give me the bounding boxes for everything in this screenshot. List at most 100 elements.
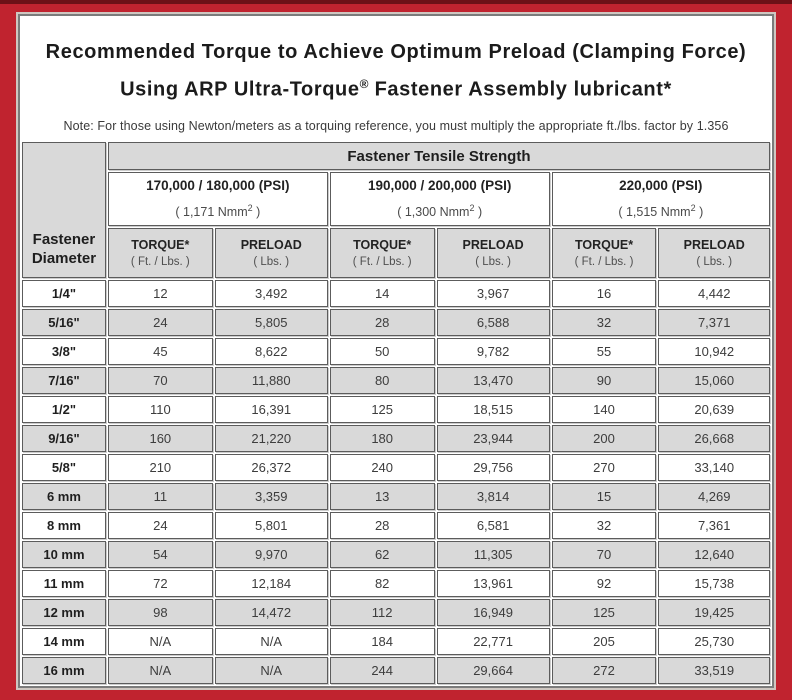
value-cell: 6,588 bbox=[436, 309, 550, 336]
value-cell: 112 bbox=[329, 599, 435, 626]
strength-column-190-200: 190,000 / 200,000 (PSI) ( 1,300 Nmm2 ) bbox=[329, 172, 550, 226]
value-cell: 92 bbox=[551, 570, 657, 597]
value-cell: 16 bbox=[551, 280, 657, 307]
diameter-cell: 5/16" bbox=[22, 309, 106, 336]
table-row: 5/16" 24 5,805 28 6,588 32 7,371 bbox=[22, 309, 770, 336]
table-row: 12 mm 98 14,472 112 16,949 125 19,425 bbox=[22, 599, 770, 626]
diameter-cell: 1/4" bbox=[22, 280, 106, 307]
strength-column-220: 220,000 (PSI) ( 1,515 Nmm2 ) bbox=[551, 172, 770, 226]
value-cell: 19,425 bbox=[658, 599, 770, 626]
diameter-cell: 14 mm bbox=[22, 628, 106, 655]
diameter-cell: 6 mm bbox=[22, 483, 106, 510]
value-cell: 9,782 bbox=[436, 338, 550, 365]
value-cell: N/A bbox=[214, 657, 328, 684]
diameter-cell: 1/2" bbox=[22, 396, 106, 423]
value-cell: 33,140 bbox=[658, 454, 770, 481]
strength-column-170-180: 170,000 / 180,000 (PSI) ( 1,171 Nmm2 ) bbox=[107, 172, 328, 226]
table-body: 1/4" 12 3,492 14 3,967 16 4,442 5/16" 24 5,805 28 6… bbox=[22, 280, 770, 684]
diameter-cell: 7/16" bbox=[22, 367, 106, 394]
value-cell: 4,442 bbox=[658, 280, 770, 307]
value-cell: 7,361 bbox=[658, 512, 770, 539]
table-row: 9/16" 160 21,220 180 23,944 200 26,668 bbox=[22, 425, 770, 452]
value-cell: 29,756 bbox=[436, 454, 550, 481]
page-title: Recommended Torque to Achieve Optimum Pr… bbox=[20, 36, 772, 106]
diameter-cell: 8 mm bbox=[22, 512, 106, 539]
value-cell: N/A bbox=[214, 628, 328, 655]
value-cell: 160 bbox=[107, 425, 213, 452]
value-cell: 32 bbox=[551, 309, 657, 336]
value-cell: 98 bbox=[107, 599, 213, 626]
value-cell: 25,730 bbox=[658, 628, 770, 655]
value-cell: 13,470 bbox=[436, 367, 550, 394]
value-cell: 28 bbox=[329, 309, 435, 336]
value-cell: 45 bbox=[107, 338, 213, 365]
value-cell: 82 bbox=[329, 570, 435, 597]
value-cell: 12,640 bbox=[658, 541, 770, 568]
diameter-cell: 9/16" bbox=[22, 425, 106, 452]
table-row: 11 mm 72 12,184 82 13,961 92 15,738 bbox=[22, 570, 770, 597]
value-cell: 55 bbox=[551, 338, 657, 365]
group-header-tensile-strength: Fastener Tensile Strength bbox=[107, 142, 770, 170]
value-cell: 12 bbox=[107, 280, 213, 307]
diameter-cell: 11 mm bbox=[22, 570, 106, 597]
value-cell: 270 bbox=[551, 454, 657, 481]
diameter-cell: 16 mm bbox=[22, 657, 106, 684]
value-cell: 16,391 bbox=[214, 396, 328, 423]
value-cell: 11,305 bbox=[436, 541, 550, 568]
torque-header-2: TORQUE* ( Ft. / Lbs. ) bbox=[329, 228, 435, 278]
value-cell: 13 bbox=[329, 483, 435, 510]
registered-trademark-symbol: ® bbox=[359, 77, 369, 91]
title-line-1: Recommended Torque to Achieve Optimum Pr… bbox=[45, 41, 747, 63]
value-cell: 210 bbox=[107, 454, 213, 481]
value-cell: 3,967 bbox=[436, 280, 550, 307]
value-cell: 54 bbox=[107, 541, 213, 568]
value-cell: 70 bbox=[107, 367, 213, 394]
value-cell: 7,371 bbox=[658, 309, 770, 336]
value-cell: 10,942 bbox=[658, 338, 770, 365]
value-cell: N/A bbox=[107, 657, 213, 684]
value-cell: 22,771 bbox=[436, 628, 550, 655]
corner-header-fastener-diameter: Fastener Diameter bbox=[22, 142, 106, 278]
value-cell: 110 bbox=[107, 396, 213, 423]
value-cell: 24 bbox=[107, 309, 213, 336]
diameter-cell: 12 mm bbox=[22, 599, 106, 626]
value-cell: 180 bbox=[329, 425, 435, 452]
value-cell: 14,472 bbox=[214, 599, 328, 626]
title-line-2: Using ARP Ultra-Torque® Fastener Assembl… bbox=[120, 77, 672, 101]
value-cell: 9,970 bbox=[214, 541, 328, 568]
value-cell: 33,519 bbox=[658, 657, 770, 684]
value-cell: 184 bbox=[329, 628, 435, 655]
value-cell: 3,814 bbox=[436, 483, 550, 510]
value-cell: 18,515 bbox=[436, 396, 550, 423]
value-cell: 50 bbox=[329, 338, 435, 365]
table-row: 6 mm 11 3,359 13 3,814 15 4,269 bbox=[22, 483, 770, 510]
value-cell: 12,184 bbox=[214, 570, 328, 597]
value-cell: 5,805 bbox=[214, 309, 328, 336]
value-cell: 4,269 bbox=[658, 483, 770, 510]
value-cell: 11,880 bbox=[214, 367, 328, 394]
value-cell: 20,639 bbox=[658, 396, 770, 423]
value-cell: 3,492 bbox=[214, 280, 328, 307]
value-cell: 23,944 bbox=[436, 425, 550, 452]
value-cell: 28 bbox=[329, 512, 435, 539]
value-cell: 14 bbox=[329, 280, 435, 307]
value-cell: 140 bbox=[551, 396, 657, 423]
diameter-cell: 3/8" bbox=[22, 338, 106, 365]
diameter-cell: 5/8" bbox=[22, 454, 106, 481]
table-row: 10 mm 54 9,970 62 11,305 70 12,640 bbox=[22, 541, 770, 568]
value-cell: 272 bbox=[551, 657, 657, 684]
torque-header-1: TORQUE* ( Ft. / Lbs. ) bbox=[107, 228, 213, 278]
value-cell: 24 bbox=[107, 512, 213, 539]
content-panel: Recommended Torque to Achieve Optimum Pr… bbox=[18, 14, 774, 688]
table-row: 8 mm 24 5,801 28 6,581 32 7,361 bbox=[22, 512, 770, 539]
value-cell: 15 bbox=[551, 483, 657, 510]
note-text: Note: For those using Newton/meters as a… bbox=[63, 118, 729, 133]
value-cell: 5,801 bbox=[214, 512, 328, 539]
value-cell: 13,961 bbox=[436, 570, 550, 597]
value-cell: 90 bbox=[551, 367, 657, 394]
table-row: 1/4" 12 3,492 14 3,967 16 4,442 bbox=[22, 280, 770, 307]
value-cell: 26,372 bbox=[214, 454, 328, 481]
table-row: 14 mm N/A N/A 184 22,771 205 25,730 bbox=[22, 628, 770, 655]
top-accent-strip bbox=[0, 0, 792, 4]
torque-header-3: TORQUE* ( Ft. / Lbs. ) bbox=[551, 228, 657, 278]
